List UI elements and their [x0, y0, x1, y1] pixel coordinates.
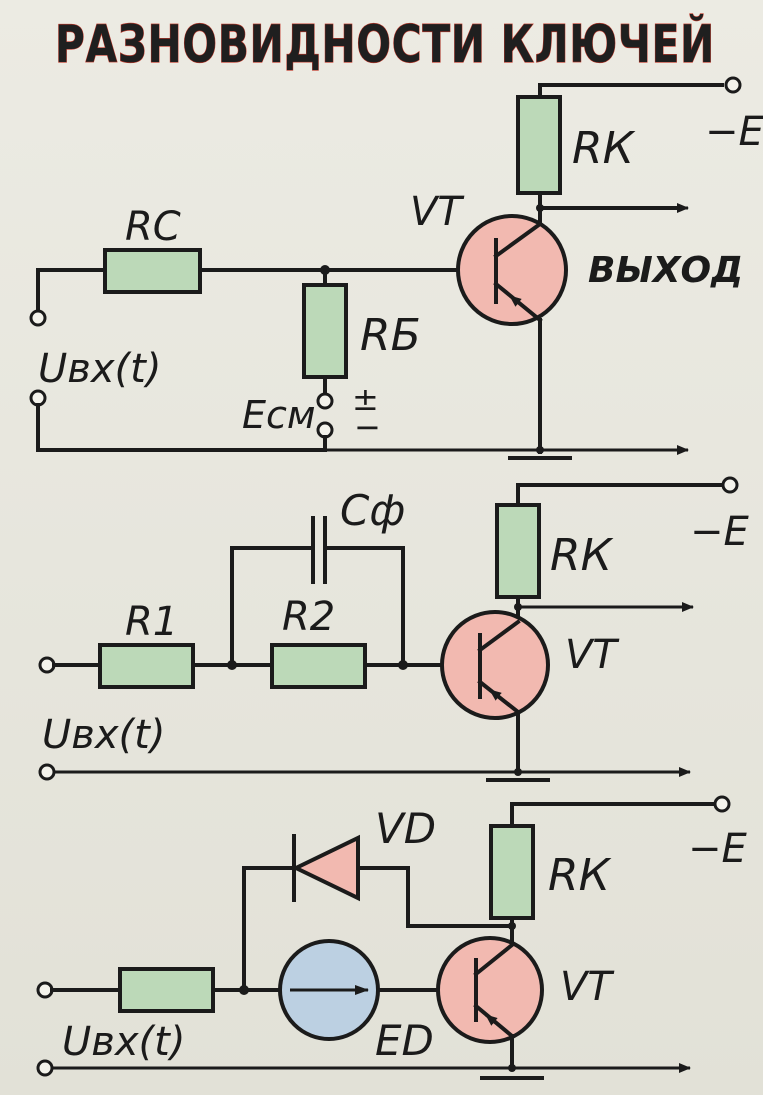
collector-resistor	[516, 95, 562, 195]
input-label: Uвх(t)	[38, 346, 161, 392]
supply-terminal	[713, 795, 731, 813]
junction-dot	[536, 446, 544, 454]
circuit-2: −E RК VT R1 R2 Cф Uвх(t)	[38, 476, 750, 782]
circuit-1: −E RК ВЫХОД VT RС Uвх(t) RБ	[29, 76, 763, 460]
supply-wire	[510, 802, 714, 828]
transistor-body	[440, 610, 550, 720]
bias-sign-label: ±	[352, 380, 379, 418]
bias-minus-label: −	[354, 408, 381, 446]
collector-resistor-label: RК	[572, 123, 636, 174]
bias-terminal-bottom	[316, 421, 334, 439]
input-wire-bottom	[36, 403, 327, 452]
junction-dot	[514, 603, 522, 611]
input-label: Uвх(t)	[62, 1019, 185, 1065]
supply-label: −E	[705, 109, 763, 155]
transistor-label: VT	[410, 189, 465, 235]
circuit-3: −E RК VD VT ED Uвх(t)	[36, 795, 748, 1080]
r2-resistor	[270, 643, 367, 689]
capacitor-label: Cф	[340, 486, 405, 535]
input-wire-top	[36, 268, 107, 314]
input-label: Uвх(t)	[42, 712, 165, 758]
transistor-collector-leg	[493, 221, 543, 259]
input-resistor	[118, 967, 215, 1013]
collector-resistor-label: RК	[548, 850, 612, 901]
supply-terminal	[721, 476, 739, 494]
base-resistor-label: RБ	[360, 310, 421, 361]
supply-terminal	[724, 76, 742, 94]
source-label: ED	[375, 1016, 434, 1065]
base-resistor	[302, 283, 348, 379]
junction-dot	[508, 1064, 516, 1072]
source-resistor	[103, 248, 202, 294]
transistor-label: VT	[560, 964, 615, 1010]
supply-wire	[538, 83, 724, 97]
bias-terminal-top	[316, 392, 334, 410]
emitter-arrow	[489, 688, 509, 706]
r1-label: R1	[125, 599, 178, 645]
input-terminal-bottom	[38, 763, 56, 781]
page-title: РАЗНОВИДНОСТИ КЛЮЧЕЙ	[55, 14, 715, 75]
diode-label: VD	[375, 804, 436, 853]
input-terminal-bottom	[36, 1059, 54, 1077]
transistor-collector-leg	[473, 942, 515, 977]
junction-dot	[514, 768, 522, 776]
diode-left-wire	[242, 866, 296, 992]
source-resistor-label: RС	[125, 204, 181, 250]
emitter-arrow	[485, 1013, 503, 1030]
input-terminal-top	[29, 309, 47, 327]
supply-wire	[516, 483, 722, 507]
bias-label: Eсм	[242, 393, 316, 437]
transistor-body	[436, 936, 544, 1044]
transistor-body	[456, 214, 568, 326]
emitter-arrow	[509, 294, 531, 314]
junction-dot	[536, 204, 544, 212]
output-label: ВЫХОД	[588, 250, 743, 291]
input-terminal-bottom	[29, 389, 47, 407]
diode-wire	[356, 866, 514, 928]
supply-label: −E	[688, 826, 748, 872]
input-terminal-top	[36, 981, 54, 999]
junction-dot	[239, 985, 249, 995]
collector-resistor-label: RК	[550, 530, 614, 581]
transistor-label: VT	[565, 632, 620, 678]
collector-resistor	[489, 824, 535, 920]
r2-label: R2	[282, 594, 335, 640]
transistor-collector-leg	[477, 619, 521, 653]
collector-resistor	[495, 503, 541, 599]
input-terminal-top	[38, 656, 56, 674]
supply-label: −E	[690, 509, 750, 555]
cap-branch-wire	[230, 546, 405, 667]
diode-symbol	[291, 834, 360, 902]
r1-resistor	[98, 643, 195, 689]
